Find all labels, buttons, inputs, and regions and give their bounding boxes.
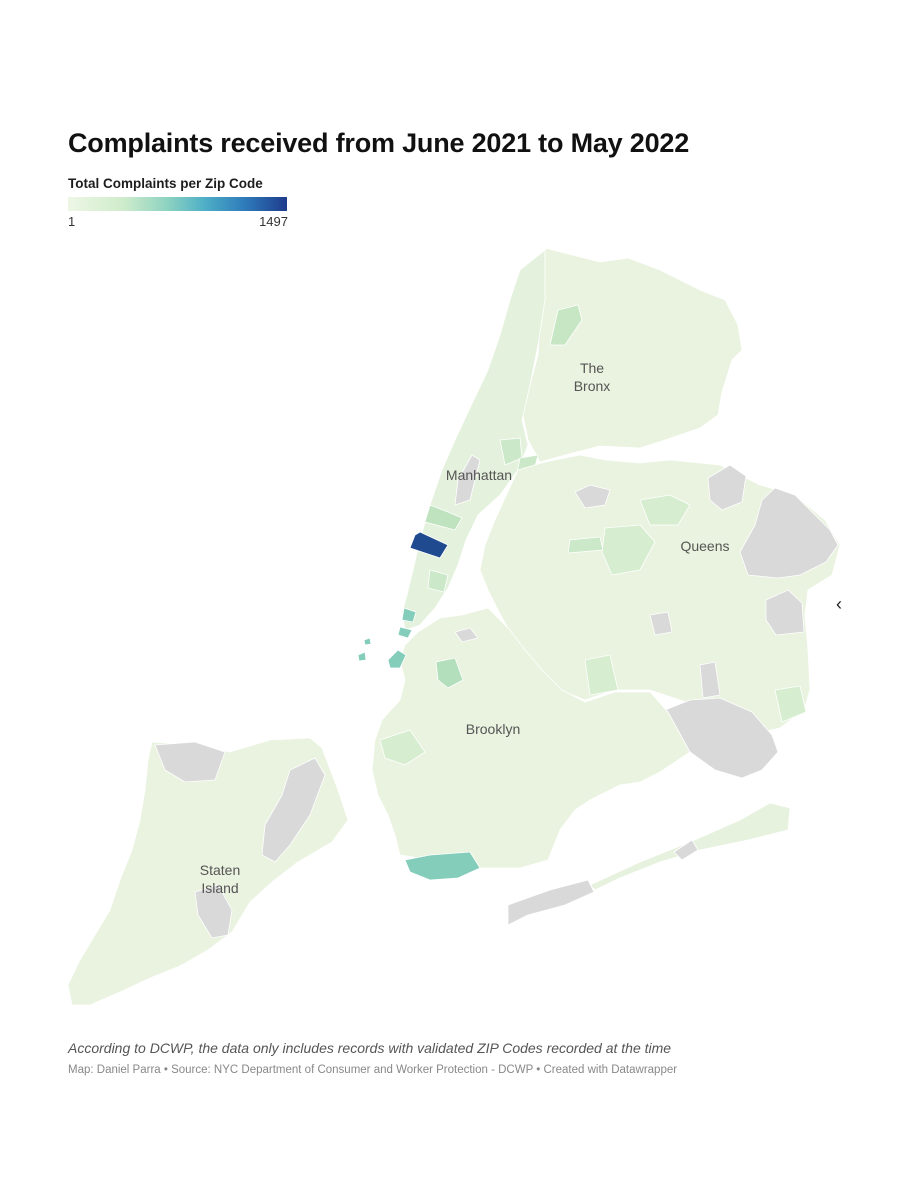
manhattan-zip-4[interactable]	[424, 504, 463, 531]
brooklyn-zip-medium-1[interactable]	[379, 729, 426, 766]
queens-zip-medium-1[interactable]	[567, 536, 604, 554]
queens-no-data-laguardia[interactable]	[574, 484, 611, 509]
staten-no-data-1[interactable]	[154, 741, 226, 783]
legend-labels: 1 1497	[68, 214, 288, 230]
label-staten-line2: Island	[201, 880, 238, 896]
queens-zip-medium-4[interactable]	[774, 685, 807, 723]
ellis-island[interactable]	[363, 637, 372, 646]
label-bronx-line1: The	[580, 360, 604, 376]
queens-no-data-2[interactable]	[699, 661, 721, 699]
legend-gradient-bar	[68, 197, 287, 211]
manhattan-zip-6[interactable]	[401, 607, 417, 623]
source-credit: Map: Daniel Parra • Source: NYC Departme…	[68, 1064, 678, 1076]
queens-no-data-east-1[interactable]	[707, 464, 747, 511]
legend-title: Total Complaints per Zip Code	[68, 176, 263, 191]
queens-no-data-1[interactable]	[649, 611, 673, 636]
bronx-borough[interactable]	[521, 247, 743, 463]
staten-no-data-3[interactable]	[194, 884, 233, 939]
brooklyn-zip-coney-island[interactable]	[404, 851, 481, 881]
queens-no-data-east-2[interactable]	[739, 487, 839, 579]
label-bronx-line2: Bronx	[574, 378, 611, 394]
brooklyn-no-data-navy-yard[interactable]	[454, 627, 479, 643]
manhattan-borough[interactable]	[401, 249, 546, 631]
label-manhattan: Manhattan	[446, 467, 512, 483]
governors-island[interactable]	[387, 649, 407, 669]
chevron-left-icon[interactable]: ‹	[836, 594, 842, 614]
queens-no-data-east-3[interactable]	[765, 589, 805, 636]
manhattan-zip-3[interactable]	[454, 454, 481, 506]
queens-rockaway-no-data-2[interactable]	[673, 839, 699, 861]
label-brooklyn: Brooklyn	[466, 721, 520, 737]
liberty-island[interactable]	[357, 651, 367, 662]
label-staten-line1: Staten	[200, 862, 240, 878]
queens-zip-medium-3[interactable]	[639, 494, 691, 526]
color-legend: Total Complaints per Zip Code 1 1497	[68, 176, 288, 230]
chart-title: Complaints received from June 2021 to Ma…	[68, 128, 690, 158]
manhattan-zip-5[interactable]	[427, 569, 449, 593]
queens-rockaway-no-data[interactable]	[507, 879, 595, 926]
bronx-zip-highlight[interactable]	[549, 304, 583, 346]
brooklyn-zip-teal-1[interactable]	[435, 657, 464, 689]
label-queens: Queens	[680, 538, 729, 554]
staten-no-data-2[interactable]	[261, 757, 326, 863]
brooklyn-zip-medium-2[interactable]	[584, 654, 619, 696]
queens-borough[interactable]	[479, 454, 841, 736]
legend-min-label: 1	[68, 214, 76, 229]
manhattan-zip-7[interactable]	[397, 626, 413, 639]
manhattan-zip-max[interactable]	[409, 531, 449, 559]
queens-zip-medium-2[interactable]	[601, 524, 656, 576]
footnote: According to DCWP, the data only include…	[68, 1040, 672, 1056]
legend-max-label: 1497	[259, 214, 288, 229]
